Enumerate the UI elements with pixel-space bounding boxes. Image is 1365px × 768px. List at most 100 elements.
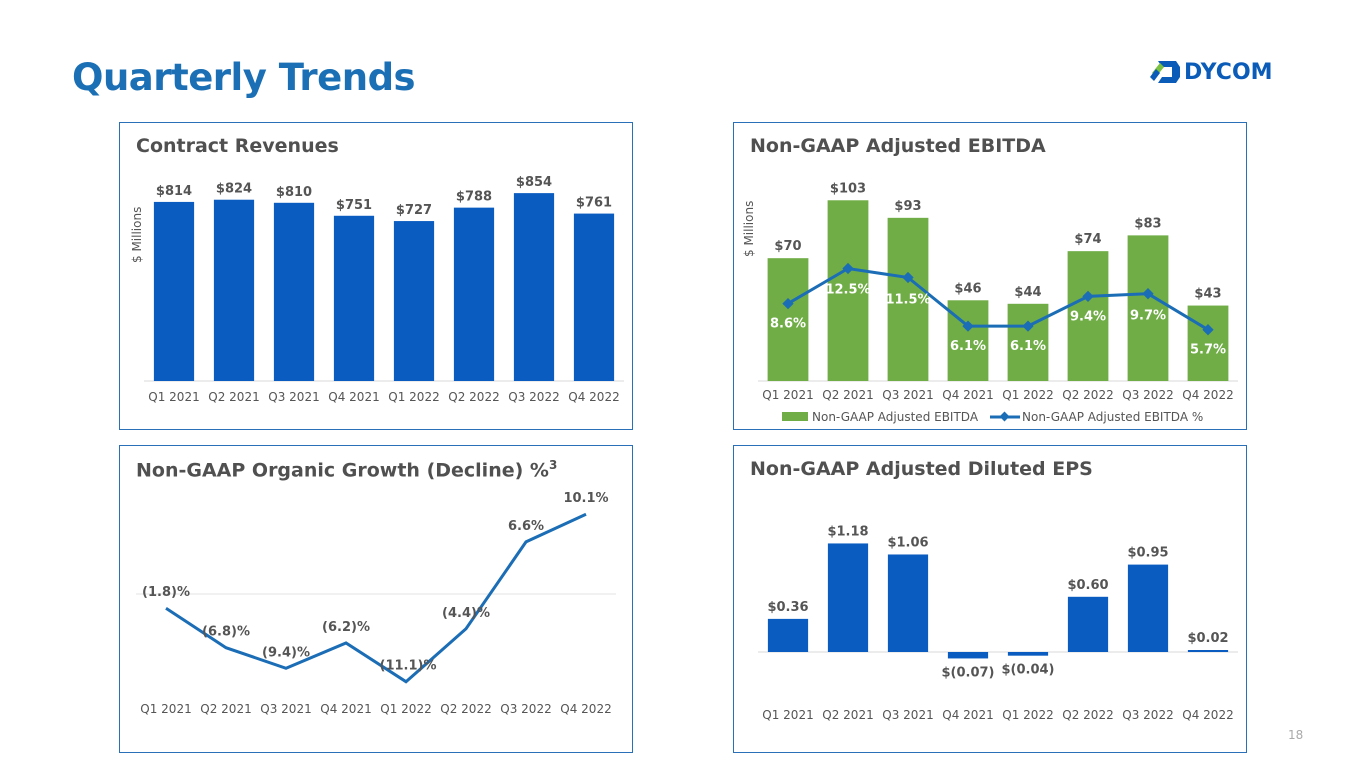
x-tick-label: Q1 2021 — [148, 390, 199, 404]
ebitda-panel: Non-GAAP Adjusted EBITDA $ Millions Q1 2… — [733, 122, 1247, 430]
chart-title: Non-GAAP Organic Growth (Decline) %3 — [136, 458, 557, 481]
x-tick-label: Q4 2022 — [1182, 708, 1233, 722]
line-data-label: 6.6% — [508, 519, 544, 534]
x-tick-label: Q2 2022 — [1062, 708, 1113, 722]
eps-bar — [827, 543, 869, 652]
eps-bar — [1127, 564, 1169, 652]
revenue-bar — [453, 207, 495, 381]
x-tick-label: Q1 2022 — [388, 390, 439, 404]
revenue-bar — [513, 193, 555, 381]
bar-data-label: $44 — [1014, 285, 1041, 300]
ebitda-chart: Q1 2021 Q2 2021 Q3 2021 Q4 2021 Q1 2022 Q2 20… — [758, 181, 1238, 424]
x-tick-label: Q1 2022 — [380, 702, 431, 716]
page-title: Quarterly Trends — [72, 56, 416, 99]
revenue-bar — [213, 199, 255, 381]
organic-growth-panel: Non-GAAP Organic Growth (Decline) %3 Q1 … — [119, 445, 633, 753]
x-tick-label: Q3 2021 — [882, 388, 933, 402]
ebitda-margin-point — [1202, 324, 1214, 336]
bar-data-label: $854 — [516, 175, 552, 190]
x-tick-label: Q1 2021 — [140, 702, 191, 716]
bar-data-label: $0.95 — [1127, 546, 1168, 561]
dycom-logo-icon — [1150, 61, 1180, 83]
ebitda-margin-point — [902, 271, 914, 284]
bar-data-label: $751 — [336, 198, 372, 213]
line-data-label: (4.4)% — [442, 606, 490, 621]
bar-data-label: $93 — [894, 199, 921, 214]
chart-title: Non-GAAP Adjusted Diluted EPS — [750, 458, 1093, 480]
ebitda-margin-point — [1022, 320, 1034, 332]
page-number: 18 — [1288, 728, 1304, 742]
x-tick-label: Q2 2022 — [448, 390, 499, 404]
ebitda-margin-point — [1142, 288, 1154, 300]
bar-data-label: $810 — [276, 185, 312, 200]
ebitda-bar — [827, 200, 869, 381]
line-data-label: (11.1)% — [380, 659, 437, 674]
x-tick-label: Q3 2022 — [508, 390, 559, 404]
x-tick-label: Q3 2021 — [268, 390, 319, 404]
bar-data-label: $824 — [216, 182, 252, 197]
line-data-label: (6.8)% — [202, 625, 250, 640]
eps-bar — [1187, 650, 1229, 652]
chart-title-text: Non-GAAP Organic Growth (Decline) % — [136, 459, 549, 482]
bar-data-label: $727 — [396, 203, 432, 218]
bar-data-label: $1.18 — [827, 524, 868, 539]
line-data-label: (9.4)% — [262, 645, 310, 660]
line-data-label: 9.4% — [1070, 309, 1106, 324]
bar-data-label: $(0.07) — [941, 665, 994, 680]
ebitda-bar — [1007, 303, 1049, 381]
line-data-label: 8.6% — [770, 317, 806, 332]
ebitda-margin-point — [1082, 290, 1094, 303]
organic-growth-chart: Q1 2021 Q2 2021 Q3 2021 Q4 2021 Q1 2022 Q2 20… — [136, 491, 616, 716]
line-data-label: (6.2)% — [322, 620, 370, 635]
eps-bar — [887, 554, 929, 652]
bar-data-label: $43 — [1194, 287, 1221, 302]
x-tick-label: Q2 2022 — [440, 702, 491, 716]
x-tick-label: Q3 2022 — [500, 702, 551, 716]
x-tick-label: Q1 2021 — [762, 708, 813, 722]
line-data-label: 11.5% — [885, 293, 930, 308]
bar-data-label: $0.60 — [1067, 578, 1108, 593]
x-tick-label: Q2 2021 — [208, 390, 259, 404]
eps-panel: Non-GAAP Adjusted Diluted EPS Q1 2021 Q2 … — [733, 445, 1247, 753]
ebitda-margin-point — [962, 320, 974, 332]
eps-chart: Q1 2021 Q2 2021 Q3 2021 Q4 2021 Q1 2022 Q2 20… — [758, 524, 1238, 722]
bar-data-label: $788 — [456, 190, 492, 205]
x-tick-label: Q3 2022 — [1122, 388, 1173, 402]
revenue-bar — [153, 201, 195, 381]
logo-text: DYCOM — [1184, 59, 1273, 85]
bar-data-label: $761 — [576, 196, 612, 211]
legend-swatch-marker — [999, 411, 1010, 422]
contract-revenues-chart: Q1 2021 Q2 2021 Q3 2021 Q4 2021 Q1 2022 Q2 20… — [144, 175, 624, 404]
bar-data-label: $70 — [774, 239, 801, 254]
line-data-label: 6.1% — [950, 339, 986, 354]
x-tick-label: Q2 2021 — [200, 702, 251, 716]
x-tick-label: Q4 2022 — [568, 390, 619, 404]
bar-data-label: $103 — [830, 181, 866, 196]
dycom-logo: DYCOM — [1150, 58, 1273, 86]
ebitda-bar — [1067, 251, 1109, 381]
ebitda-bar — [1187, 305, 1229, 381]
line-data-label: 6.1% — [1010, 339, 1046, 354]
x-tick-label: Q4 2021 — [942, 388, 993, 402]
x-tick-label: Q4 2021 — [942, 708, 993, 722]
line-data-label: 10.1% — [563, 491, 608, 506]
revenue-bar — [273, 202, 315, 381]
revenue-bar — [573, 213, 615, 381]
x-tick-label: Q2 2021 — [822, 388, 873, 402]
eps-bar — [767, 618, 809, 652]
x-tick-label: Q2 2022 — [1062, 388, 1113, 402]
eps-bar — [1007, 652, 1049, 656]
x-tick-label: Q4 2021 — [328, 390, 379, 404]
ebitda-bar — [767, 258, 809, 381]
bar-data-label: $1.06 — [887, 535, 928, 550]
x-tick-label: Q1 2021 — [762, 388, 813, 402]
revenue-bar — [333, 215, 375, 381]
x-tick-label: Q3 2021 — [260, 702, 311, 716]
contract-revenues-panel: Contract Revenues $ Millions Q1 2021 Q2 2… — [119, 122, 633, 430]
legend-label-line: Non-GAAP Adjusted EBITDA % — [1022, 410, 1203, 424]
bar-data-label: $0.36 — [767, 600, 808, 615]
line-data-label: (1.8)% — [142, 585, 190, 600]
bar-data-label: $83 — [1134, 216, 1161, 231]
x-tick-label: Q4 2022 — [1182, 388, 1233, 402]
ebitda-margin-line — [787, 266, 1209, 331]
